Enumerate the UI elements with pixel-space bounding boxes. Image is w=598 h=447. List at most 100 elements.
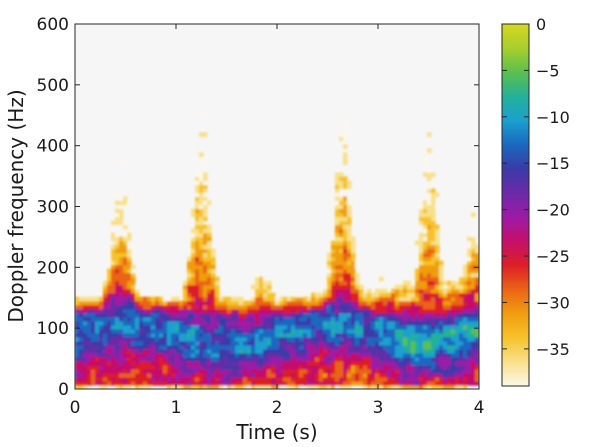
heatmap-cell: [215, 368, 220, 374]
heatmap-cell: [203, 176, 208, 182]
heatmap-cell: [187, 336, 192, 342]
heatmap-cell: [423, 332, 428, 338]
heatmap-cell: [79, 344, 84, 350]
heatmap-cell: [307, 340, 312, 346]
heatmap-cell: [191, 240, 196, 246]
heatmap-cell: [255, 376, 260, 382]
heatmap-cell: [407, 360, 412, 366]
heatmap-cell: [355, 344, 360, 350]
heatmap-cell: [115, 296, 120, 302]
heatmap-cell: [327, 336, 332, 342]
heatmap-cell: [187, 360, 192, 366]
heatmap-cell: [87, 332, 92, 338]
heatmap-cell: [399, 292, 404, 298]
heatmap-cell: [143, 348, 148, 354]
heatmap-cell: [111, 304, 116, 310]
heatmap-cell: [351, 288, 356, 294]
heatmap-cell: [111, 336, 116, 342]
heatmap-cell: [427, 240, 432, 246]
heatmap-cell: [359, 380, 364, 386]
heatmap-cell: [103, 312, 108, 318]
heatmap-cell: [339, 364, 344, 370]
heatmap-cell: [147, 328, 152, 334]
heatmap-cell: [179, 368, 184, 374]
heatmap-cell: [275, 364, 280, 370]
heatmap-cell: [171, 368, 176, 374]
heatmap-cell: [315, 364, 320, 370]
heatmap-cell: [339, 232, 344, 238]
heatmap-cell: [95, 380, 100, 386]
heatmap-cell: [391, 348, 396, 354]
heatmap-cell: [427, 236, 432, 242]
heatmap-cell: [335, 328, 340, 334]
heatmap-cell: [243, 368, 248, 374]
heatmap-cell: [199, 208, 204, 214]
heatmap-cell: [259, 376, 264, 382]
heatmap-cell: [235, 324, 240, 330]
heatmap-cell: [315, 384, 320, 389]
heatmap-cell: [263, 312, 268, 318]
heatmap-cell: [371, 316, 376, 322]
heatmap-cell: [119, 160, 124, 165]
heatmap-cell: [415, 272, 420, 278]
heatmap-cell: [115, 300, 120, 306]
x-axis-label: Time (s): [235, 420, 317, 444]
heatmap-cell: [383, 328, 388, 334]
heatmap-cell: [327, 268, 332, 274]
heatmap-cell: [167, 380, 172, 386]
heatmap-cell: [203, 308, 208, 314]
heatmap-cell: [431, 200, 436, 206]
heatmap-cell: [147, 316, 152, 322]
heatmap-cell: [439, 316, 444, 322]
heatmap-cell: [183, 284, 188, 290]
heatmap-cell: [311, 384, 316, 389]
heatmap-cell: [215, 344, 220, 350]
heatmap-cell: [115, 324, 120, 330]
heatmap-cell: [235, 340, 240, 346]
heatmap-cell: [79, 300, 84, 306]
heatmap-cell: [407, 340, 412, 346]
heatmap-cell: [327, 328, 332, 334]
heatmap-cell: [447, 372, 452, 378]
heatmap-cell: [351, 284, 356, 290]
heatmap-cell: [455, 312, 460, 318]
heatmap-cell: [411, 376, 416, 382]
heatmap-cell: [407, 376, 412, 382]
heatmap-cell: [203, 200, 208, 206]
heatmap-cell: [171, 348, 176, 354]
heatmap-cell: [375, 380, 380, 386]
heatmap-cell: [143, 352, 148, 358]
heatmap-cell: [383, 324, 388, 330]
heatmap-cell: [367, 312, 372, 318]
heatmap-cell: [299, 376, 304, 382]
heatmap-cell: [375, 320, 380, 326]
heatmap-cell: [351, 304, 356, 310]
heatmap-cell: [203, 236, 208, 242]
heatmap-cell: [135, 340, 140, 346]
heatmap-cell: [151, 380, 156, 386]
heatmap-cell: [199, 384, 204, 389]
heatmap-cell: [119, 212, 124, 218]
heatmap-cell: [159, 304, 164, 310]
heatmap-cell: [143, 312, 148, 318]
colorbar-tick-label: −35: [536, 340, 570, 359]
heatmap-cell: [107, 268, 112, 274]
heatmap-cell: [347, 224, 352, 230]
heatmap-cell: [191, 316, 196, 322]
heatmap-cell: [115, 232, 120, 238]
heatmap-cell: [331, 308, 336, 314]
heatmap-cell: [207, 372, 212, 378]
heatmap-cell: [171, 376, 176, 382]
heatmap-cell: [323, 308, 328, 314]
heatmap-cell: [267, 348, 272, 354]
heatmap-cell: [195, 264, 200, 270]
heatmap-cell: [335, 212, 340, 218]
heatmap-cell: [115, 304, 120, 310]
heatmap-cell: [123, 292, 128, 298]
heatmap-cell: [203, 260, 208, 266]
heatmap-cell: [139, 348, 144, 354]
heatmap-cell: [415, 320, 420, 326]
heatmap-cell: [451, 340, 456, 346]
heatmap-cell: [227, 380, 232, 386]
heatmap-cell: [103, 364, 108, 370]
